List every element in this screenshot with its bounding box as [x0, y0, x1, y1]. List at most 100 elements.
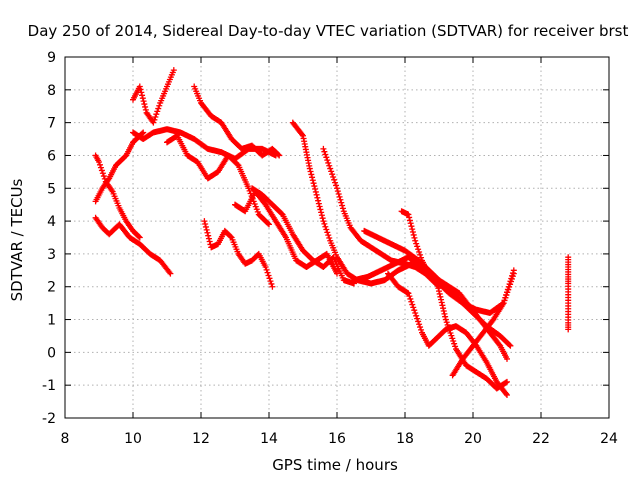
tick-marks — [64, 56, 610, 419]
data-point — [311, 183, 318, 190]
data-point — [139, 95, 146, 102]
data-point — [436, 290, 443, 297]
data-point — [406, 293, 413, 300]
data-point — [506, 280, 513, 287]
data-point — [413, 312, 420, 319]
series-arc-2 — [92, 152, 143, 241]
data-point — [325, 159, 332, 166]
data-point — [440, 305, 447, 312]
y-tick-label: 5 — [47, 181, 56, 197]
data-point — [335, 191, 342, 198]
x-tick-label: 10 — [124, 431, 142, 447]
data-point — [507, 278, 514, 285]
data-point — [509, 272, 516, 279]
data-point — [204, 229, 211, 236]
data-point — [405, 290, 412, 297]
data-point — [142, 103, 149, 110]
data-point — [445, 324, 452, 331]
x-tick-label: 24 — [600, 431, 618, 447]
data-point — [451, 340, 458, 347]
data-point — [99, 170, 106, 177]
data-point — [510, 267, 517, 274]
data-point — [142, 106, 149, 113]
data-point — [504, 355, 510, 362]
x-tick-label: 18 — [396, 431, 414, 447]
data-point — [324, 157, 331, 164]
series-arc-19 — [565, 254, 572, 333]
data-point — [135, 233, 142, 240]
y-tick-label: 7 — [47, 116, 56, 132]
data-point — [329, 171, 336, 178]
data-point — [322, 151, 329, 158]
data-point — [319, 215, 326, 222]
series-arc-1 — [92, 129, 147, 205]
data-point — [309, 174, 316, 181]
y-tick-label: 0 — [47, 345, 56, 361]
data-point — [505, 283, 512, 290]
data-point — [205, 232, 212, 239]
data-point — [136, 234, 143, 241]
data-point — [96, 159, 102, 166]
chart-title: Day 250 of 2014, Sidereal Day-to-day VTE… — [28, 22, 629, 40]
data-point — [141, 101, 148, 108]
data-point — [413, 240, 420, 247]
series-arc-18 — [449, 267, 517, 379]
data-point — [437, 293, 444, 300]
data-point — [140, 98, 147, 105]
data-point — [137, 86, 144, 93]
data-point — [418, 254, 425, 261]
data-point — [234, 161, 241, 168]
x-tick-label: 14 — [260, 431, 278, 447]
data-point — [446, 327, 453, 334]
y-tick-label: 2 — [47, 280, 56, 296]
data-point — [152, 114, 159, 121]
data-point — [508, 275, 515, 282]
data-point — [410, 304, 417, 311]
data-point — [138, 89, 145, 96]
data-point — [415, 318, 422, 325]
data-point — [262, 264, 269, 271]
data-point — [409, 301, 416, 308]
data-point — [438, 296, 445, 303]
data-point — [418, 326, 425, 333]
data-point — [153, 111, 160, 118]
x-tick-label: 16 — [328, 431, 346, 447]
data-point — [206, 238, 213, 245]
data-point — [448, 332, 455, 339]
data-point — [202, 223, 209, 230]
data-point — [433, 276, 440, 283]
y-axis-label: SDTVAR / TECUs — [8, 178, 26, 301]
data-point — [503, 390, 510, 397]
data-point — [307, 168, 314, 175]
series-arc-8 — [201, 218, 276, 290]
data-point — [405, 211, 412, 218]
data-point — [333, 182, 340, 189]
data-point — [97, 164, 104, 171]
data-point — [337, 196, 344, 203]
data-point — [325, 232, 332, 239]
data-point — [407, 295, 414, 302]
data-point — [442, 313, 449, 320]
data-point — [331, 176, 338, 183]
data-point — [151, 116, 158, 123]
data-point — [509, 270, 516, 277]
y-tick-label: 4 — [47, 214, 56, 230]
data-point — [326, 162, 333, 169]
data-point — [334, 185, 340, 192]
data-point — [166, 269, 173, 276]
data-point — [407, 220, 414, 227]
data-point — [408, 298, 415, 305]
data-point — [450, 338, 457, 345]
data-point — [442, 316, 449, 323]
data-point — [417, 251, 424, 258]
data-point — [416, 249, 423, 256]
data-point — [312, 188, 319, 195]
series-arc-3 — [92, 214, 174, 277]
data-point — [409, 229, 416, 236]
data-point — [96, 161, 103, 168]
data-point — [449, 335, 456, 342]
data-point — [276, 152, 283, 159]
data-point — [504, 289, 510, 296]
data-point — [321, 148, 328, 155]
